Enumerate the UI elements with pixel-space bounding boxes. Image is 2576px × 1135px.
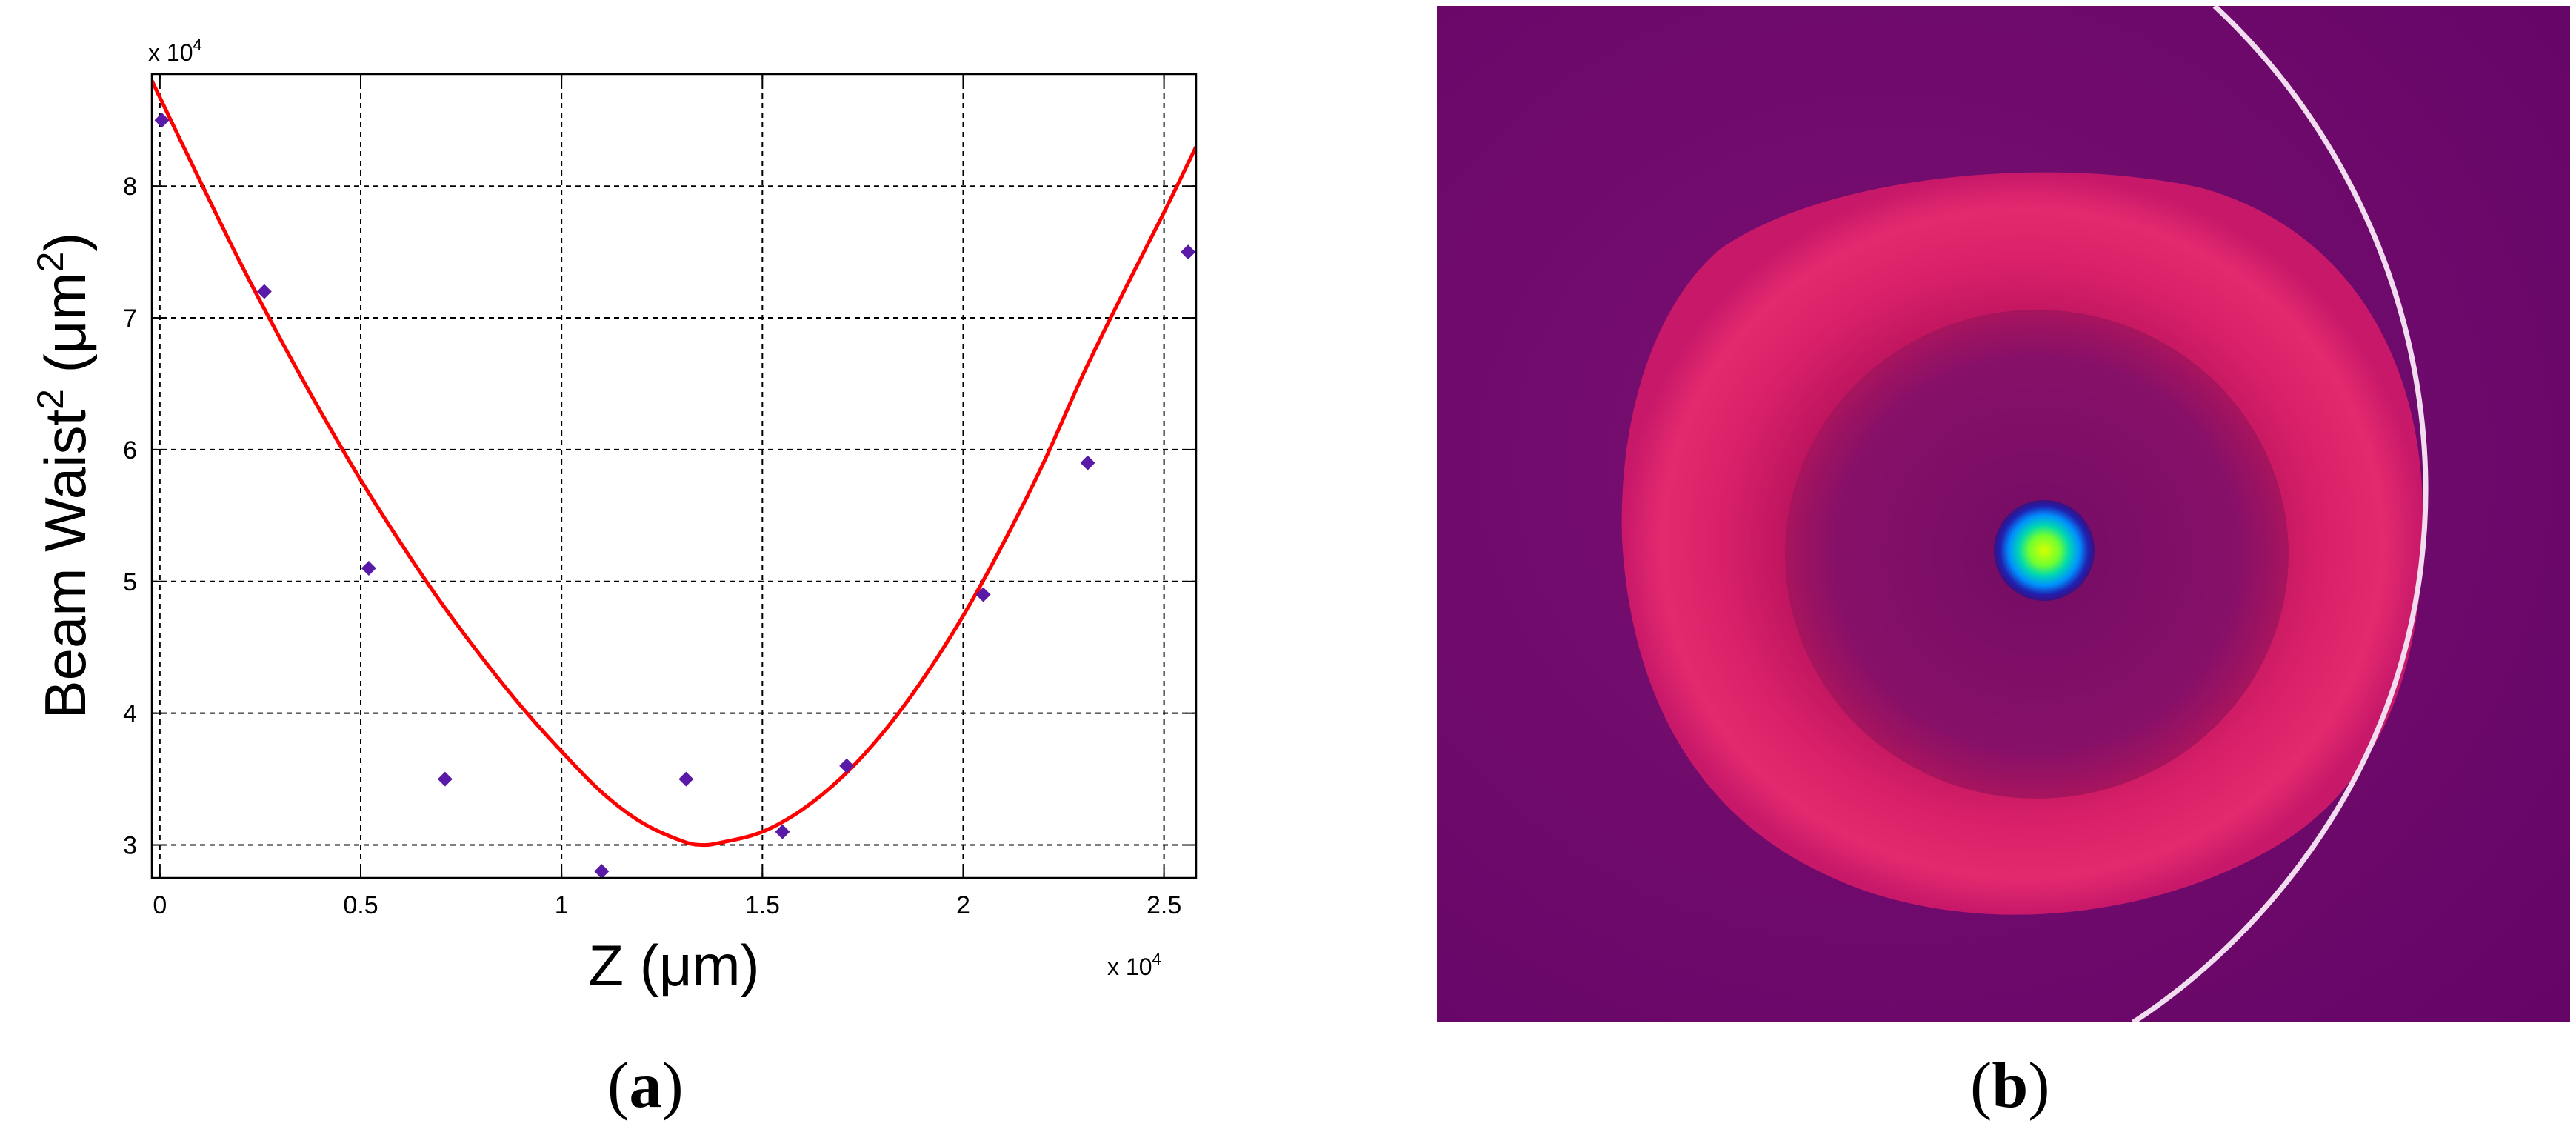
panel-label-a: (a)	[607, 1050, 684, 1122]
x-multiplier-label: x 104	[1107, 950, 1161, 980]
x-tick-label: 0	[153, 891, 167, 919]
y-tick-label: 8	[123, 173, 137, 201]
y-axis-title: Beam Waist2 (μm2)	[30, 233, 98, 719]
data-point	[839, 758, 855, 773]
data-point	[594, 864, 610, 879]
data-point	[678, 771, 694, 787]
plot-frame	[150, 73, 1198, 879]
beam-profile-image	[1437, 6, 2570, 1022]
data-point	[256, 284, 272, 299]
data-point	[437, 771, 453, 787]
y-tick-label: 5	[123, 568, 137, 596]
y-tick-label: 4	[123, 700, 137, 728]
beam-spot	[1994, 500, 2095, 601]
data-point	[775, 824, 790, 839]
plot-background	[152, 74, 1196, 878]
x-tick-label: 2	[956, 891, 970, 919]
x-tick-label: 2.5	[1147, 891, 1181, 919]
panel-label-b: (b)	[1970, 1050, 2050, 1122]
y-tick-labels: 3 4 5 6 7 8	[123, 173, 137, 859]
beam-waist-chart: 0 0.5 1 1.5 2 2.5 3 4 5 6 7 8 x 104 x 104 Z (μm) B…	[30, 36, 1198, 998]
x-tick-label: 0.5	[343, 891, 378, 919]
data-points	[154, 113, 1196, 879]
y-tick-label: 3	[123, 832, 137, 860]
axis-ticks	[152, 74, 1196, 878]
x-axis-title: Z (μm)	[588, 933, 759, 998]
y-tick-label: 6	[123, 436, 137, 465]
data-point	[361, 561, 376, 576]
y-multiplier-label: x 104	[148, 36, 202, 66]
x-tick-labels: 0 0.5 1 1.5 2 2.5	[153, 891, 1181, 919]
data-point	[975, 587, 991, 602]
x-tick-label: 1	[555, 891, 569, 919]
y-tick-label: 7	[123, 304, 137, 333]
grid	[152, 74, 1196, 878]
data-point	[1080, 455, 1095, 470]
data-point	[1181, 244, 1196, 260]
x-tick-label: 1.5	[745, 891, 780, 919]
fit-curve-line	[152, 79, 1196, 848]
reference-arc	[2132, 6, 2429, 1022]
data-point	[154, 113, 170, 128]
